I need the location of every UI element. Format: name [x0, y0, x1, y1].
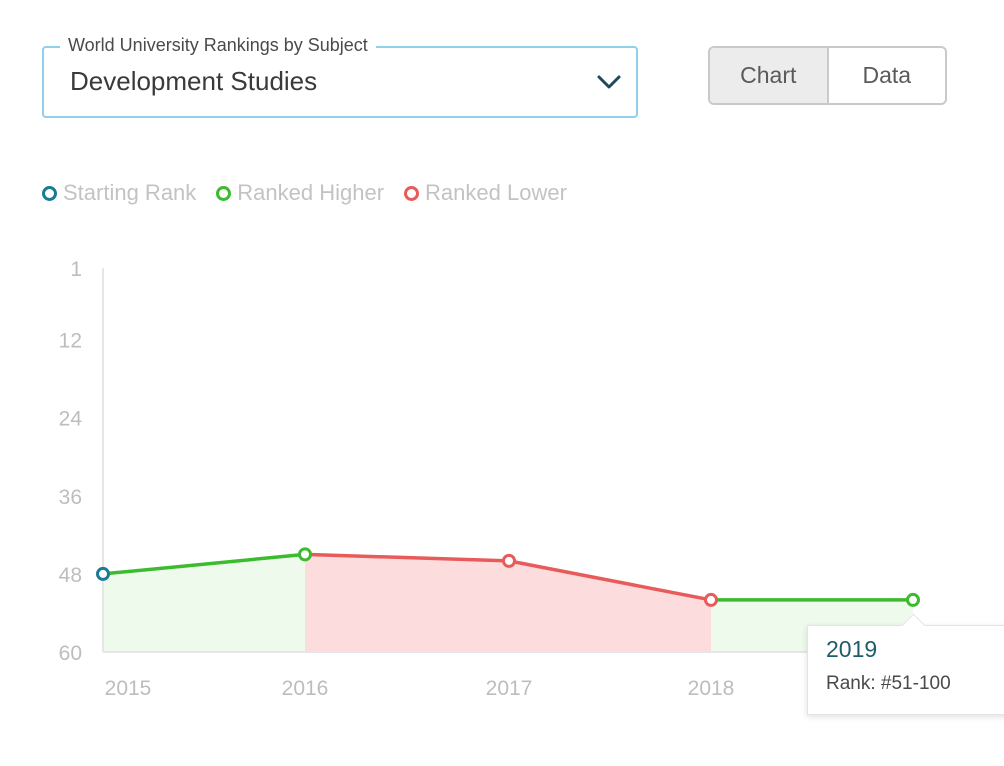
area-segment-2017-2018: [509, 560, 711, 652]
legend-item-ranked-higher: Ranked Higher: [216, 180, 384, 206]
ranked-higher-marker-icon: [216, 185, 232, 201]
data-point-2019: [906, 592, 920, 607]
tooltip-year: 2019: [826, 636, 878, 662]
x-tick-label: 2017: [486, 677, 533, 700]
line-segment-2017-2018: [507, 559, 713, 602]
x-tick-label: 2015: [105, 677, 152, 700]
x-tick-label: 2016: [282, 677, 329, 700]
view-toggle: Chart Data: [708, 46, 947, 105]
y-tick-label: 12: [59, 330, 82, 353]
legend-label-ranked-lower: Ranked Lower: [425, 180, 567, 205]
area-segment-2015-2016: [103, 554, 305, 652]
data-point-2015: [96, 566, 110, 581]
y-tick-label: 24: [59, 408, 83, 431]
legend-item-starting-rank: Starting Rank: [42, 180, 196, 206]
y-tick-label: 1: [70, 258, 82, 281]
subject-select-label: World University Rankings by Subject: [60, 35, 376, 56]
data-point-2018: [704, 592, 718, 607]
legend-label-ranked-higher: Ranked Higher: [237, 180, 385, 205]
subject-select[interactable]: World University Rankings by Subject Dev…: [42, 35, 638, 118]
starting-rank-marker-icon: [42, 185, 57, 201]
line-segment-2016-2017: [303, 552, 511, 563]
y-tick-label: 60: [59, 642, 82, 665]
rank-tooltip: 2019 Rank: #51-100: [807, 613, 1004, 715]
subject-select-value: Development Studies: [70, 66, 318, 96]
chart-legend: Starting Rank Ranked Higher Ranked Lower: [42, 180, 587, 206]
chevron-down-icon: [597, 75, 621, 89]
area-segment-2016-2017: [305, 554, 509, 652]
data-point-2016: [298, 547, 312, 562]
line-segment-2015-2016: [101, 552, 307, 576]
tooltip-rank: Rank: #51-100: [826, 673, 951, 694]
ranked-lower-marker-icon: [404, 185, 420, 201]
chart-view-button[interactable]: Chart: [710, 48, 829, 103]
y-tick-label: 36: [59, 486, 82, 509]
legend-label-starting-rank: Starting Rank: [63, 180, 197, 205]
data-view-button[interactable]: Data: [862, 62, 912, 88]
x-tick-label: 2018: [688, 677, 735, 700]
legend-item-ranked-lower: Ranked Lower: [404, 180, 567, 206]
y-tick-label: 48: [59, 564, 82, 587]
data-point-2017: [502, 553, 516, 568]
